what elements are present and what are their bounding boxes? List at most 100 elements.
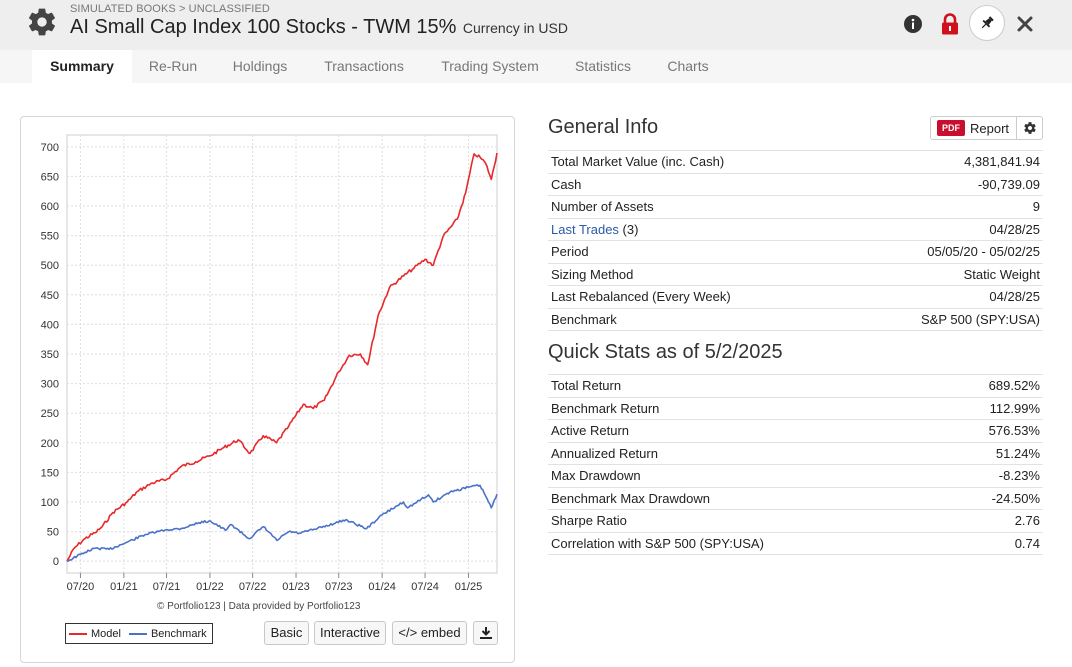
embed-button[interactable]: </> embed — [392, 621, 467, 645]
x-tick-label: 07/24 — [411, 581, 439, 593]
general-info-title: General Info — [548, 116, 659, 138]
tab-charts[interactable]: Charts — [667, 58, 709, 74]
row-value: 112.99% — [940, 397, 1043, 420]
y-tick-label: 650 — [41, 171, 59, 183]
x-tick-label: 01/23 — [282, 581, 310, 593]
y-tick-label: 600 — [41, 201, 59, 213]
row-label: Total Market Value (inc. Cash) — [548, 150, 844, 174]
table-row: Sharpe Ratio 2.76 — [548, 509, 1043, 533]
row-label: Max Drawdown — [548, 464, 941, 488]
row-value: 0.74 — [940, 532, 1043, 555]
row-value: S&P 500 (SPY:USA) — [843, 308, 1043, 331]
row-value: Static Weight — [843, 263, 1043, 286]
row-value: -8.23% — [940, 464, 1043, 488]
row-value: 05/05/20 - 05/02/25 — [843, 240, 1043, 264]
y-tick-label: 150 — [41, 467, 59, 479]
row-label-cell: Last Trades (3) — [548, 218, 844, 241]
row-value: 576.53% — [940, 419, 1043, 443]
x-tick-label: 01/21 — [110, 581, 138, 593]
performance-chart-panel: 0 50 100 150 200 250 300 350 400 450 500 550 600 650 7… — [20, 116, 515, 663]
row-label: Correlation with S&P 500 (SPY:USA) — [548, 532, 941, 555]
table-row: Benchmark Max Drawdown -24.50% — [548, 487, 1043, 510]
basic-chart-button[interactable]: Basic — [264, 621, 309, 645]
table-row: Annualized Return 51.24% — [548, 442, 1043, 465]
tab-trading-system[interactable]: Trading System — [441, 58, 539, 74]
chart-grid — [66, 134, 498, 574]
y-tick-label: 500 — [41, 260, 59, 272]
row-label: Total Return — [548, 374, 941, 398]
last-trades-link[interactable]: Last Trades — [551, 221, 619, 237]
x-tick-label: 01/24 — [368, 581, 396, 593]
tab-holdings[interactable]: Holdings — [232, 58, 288, 74]
currency-label: Currency in USD — [462, 20, 568, 36]
chart-axes: 0 50 100 150 200 250 300 350 400 450 500 550 600 650 7… — [41, 142, 483, 593]
chart-series — [66, 152, 498, 562]
series-line-model — [66, 152, 498, 562]
y-tick-label: 550 — [41, 231, 59, 243]
row-label: Benchmark — [548, 308, 844, 331]
tab-transactions[interactable]: Transactions — [324, 58, 404, 74]
gear-icon[interactable] — [26, 6, 58, 38]
x-tick-label: 01/22 — [196, 581, 224, 593]
tab-summary[interactable]: Summary — [32, 50, 132, 83]
pdf-badge[interactable]: PDF — [937, 120, 965, 136]
y-tick-label: 200 — [41, 438, 59, 450]
close-icon[interactable] — [1010, 9, 1040, 39]
tab-re-run[interactable]: Re-Run — [148, 58, 198, 74]
legend-item-benchmark[interactable]: Benchmark — [128, 627, 207, 640]
row-label: Annualized Return — [548, 442, 941, 465]
performance-chart: 0 50 100 150 200 250 300 350 400 450 500 550 600 650 7… — [41, 134, 498, 593]
legend-label-model: Model — [91, 627, 121, 640]
breadcrumb[interactable]: SIMULATED BOOKS > UNCLASSIFIED — [70, 3, 270, 15]
chart-credit: © Portfolio123 | Data provided by Portfo… — [157, 601, 361, 612]
row-label: Last Rebalanced (Every Week) — [548, 285, 844, 309]
x-tick-label: 07/22 — [239, 581, 267, 593]
table-row: Last Rebalanced (Every Week) 04/28/25 — [548, 285, 1043, 309]
table-row: Total Return 689.52% — [548, 374, 1043, 398]
lock-icon[interactable] — [935, 9, 965, 39]
info-icon[interactable] — [898, 9, 928, 39]
x-tick-label: 07/20 — [67, 581, 95, 593]
y-tick-label: 300 — [41, 379, 59, 391]
y-tick-label: 450 — [41, 290, 59, 302]
report-button[interactable]: Report — [970, 120, 1010, 136]
row-value: 04/28/25 — [843, 285, 1043, 309]
report-button-group: PDF Report — [930, 116, 1043, 140]
row-value: -90,739.09 — [843, 173, 1043, 196]
row-label: Sizing Method — [548, 263, 844, 286]
row-label: Sharpe Ratio — [548, 509, 941, 533]
legend-label-benchmark: Benchmark — [150, 627, 207, 640]
pin-icon[interactable] — [969, 5, 1005, 41]
legend-swatch-benchmark — [128, 632, 147, 635]
y-tick-label: 50 — [47, 527, 59, 539]
y-tick-label: 250 — [41, 408, 59, 420]
row-value: -24.50% — [940, 487, 1043, 510]
interactive-chart-button[interactable]: Interactive — [314, 621, 386, 645]
row-label: Active Return — [548, 419, 941, 443]
table-row: Last Trades (3) 04/28/25 — [548, 218, 1043, 241]
header-bar: SIMULATED BOOKS > UNCLASSIFIED AI Small … — [0, 0, 1072, 50]
table-row: Correlation with S&P 500 (SPY:USA) 0.74 — [548, 532, 1043, 555]
table-row: Benchmark S&P 500 (SPY:USA) — [548, 308, 1043, 331]
table-row: Period 05/05/20 - 05/02/25 — [548, 240, 1043, 264]
table-row: Total Market Value (inc. Cash) 4,381,841.… — [548, 150, 1043, 174]
legend-item-model[interactable]: Model — [69, 628, 121, 640]
row-value: 4,381,841.94 — [843, 150, 1043, 174]
row-value: 2.76 — [940, 509, 1043, 533]
row-label: Benchmark Return — [548, 397, 941, 420]
x-tick-label: 01/25 — [455, 581, 483, 593]
report-settings-gear-icon[interactable] — [1016, 117, 1042, 139]
row-value: 51.24% — [940, 442, 1043, 465]
x-tick-label: 07/21 — [153, 581, 181, 593]
tab-statistics[interactable]: Statistics — [574, 58, 631, 74]
y-tick-label: 700 — [41, 142, 59, 154]
legend-swatch-model — [69, 632, 87, 635]
table-row: Max Drawdown -8.23% — [548, 464, 1043, 488]
table-row: Benchmark Return 112.99% — [548, 397, 1043, 420]
general-info-table: Total Market Value (inc. Cash) 4,381,841.… — [548, 150, 1043, 331]
download-button[interactable] — [473, 621, 498, 645]
y-tick-label: 400 — [41, 319, 59, 331]
y-tick-label: 0 — [53, 556, 59, 568]
table-row: Cash -90,739.09 — [548, 173, 1043, 196]
last-trades-date-link[interactable]: 04/28/25 — [843, 218, 1043, 241]
